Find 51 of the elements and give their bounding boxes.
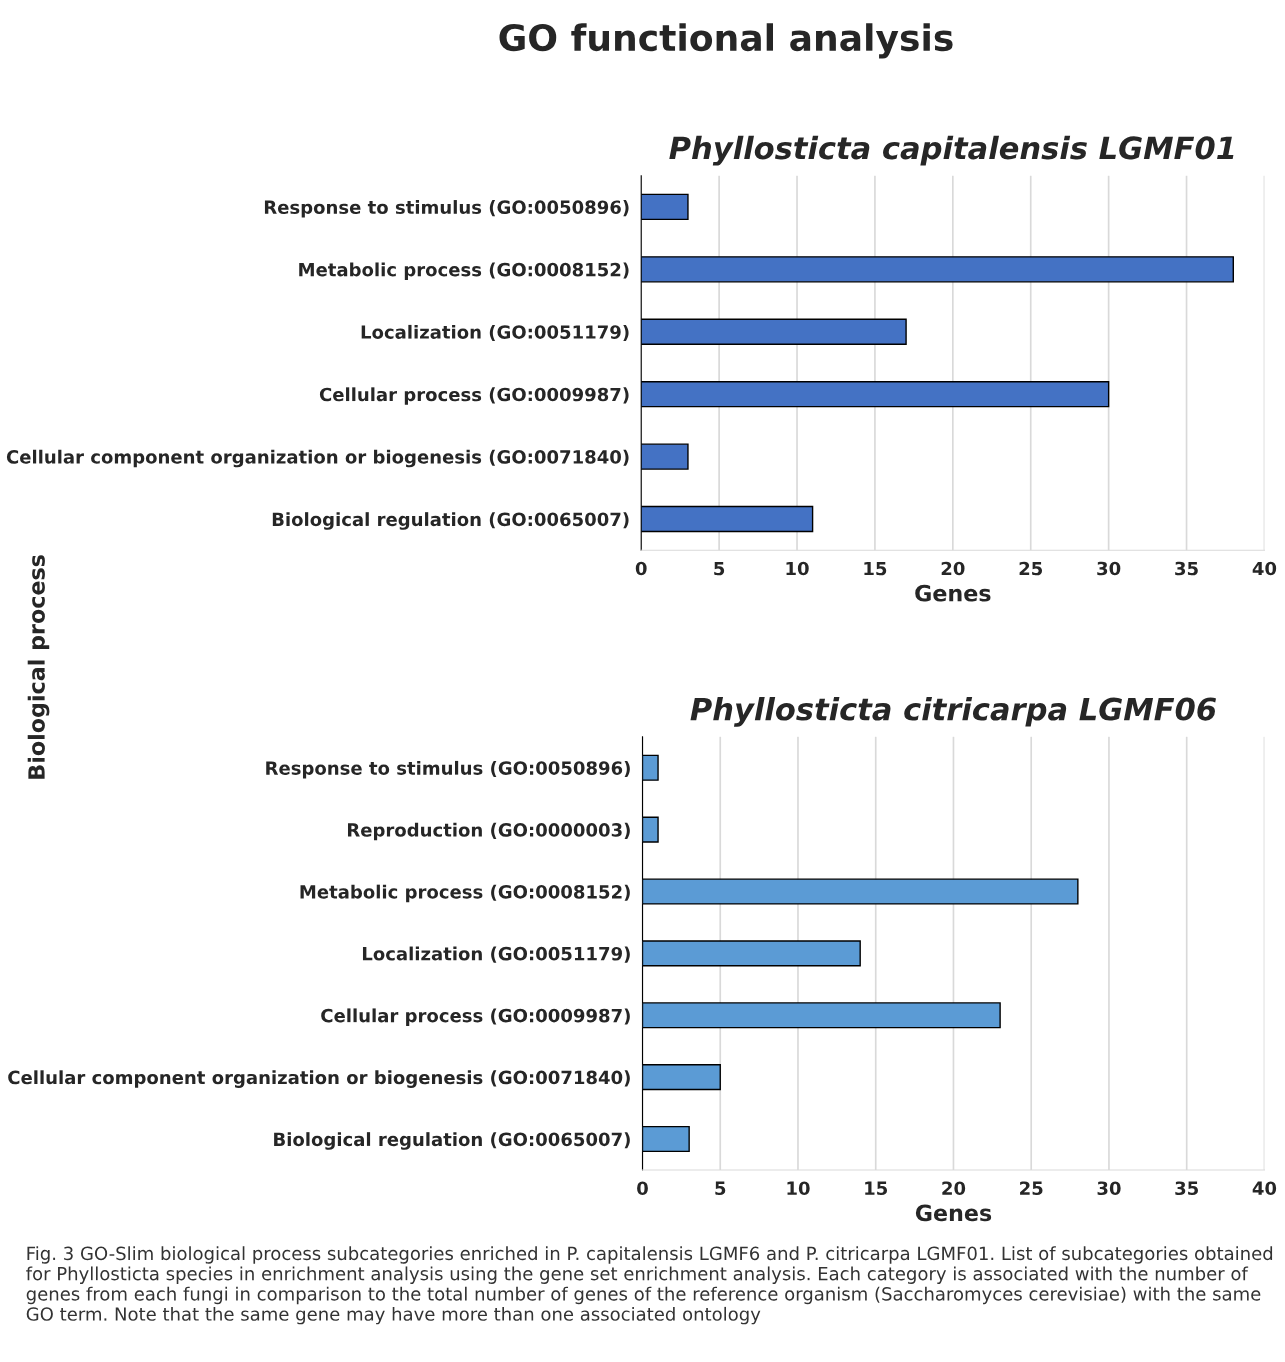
- caption: Fig. 3 GO-Slim biological process subcategories enriched in P. capitalensis LGMF6 and P. citricarpa LGMF01. List of subcategories obtained for Phyllosticta species in enrichment analysis using the gene set enrichment analysis. Each category is associated with the number of genes from each fungi in comparison to the total number of genes of the reference organism (Saccharomyces cerevisiae) with the same GO term. Note that the same gene may have more than one associated ontology: [26, 1246, 1273, 1325]
- y-tick-label: Cellular component organization or biogenesis (GO:0071840): [8, 1070, 630, 1088]
- y-tick-label: Metabolic process (GO:0008152): [299, 262, 629, 280]
- y-tick-label: Metabolic process (GO:0008152): [300, 884, 630, 903]
- x-tick-label: 20: [941, 561, 965, 576]
- y-tick-label: Cellular component organization or biogenesis (GO:0071840): [6, 449, 629, 468]
- x-tick-label: 30: [1097, 561, 1121, 576]
- x-tick-label: 10: [786, 561, 809, 576]
- bar: [641, 193, 689, 221]
- y-tick-label: Localization (GO:0051179): [361, 324, 629, 341]
- chart-title: Phyllosticta citricarpa LGMF06: [690, 696, 1217, 727]
- x-tick-label: 35: [1175, 1181, 1198, 1196]
- bar: [641, 256, 1234, 283]
- y-tick-label: Cellular process (GO:0009987): [321, 1008, 630, 1026]
- x-tick-label: 15: [865, 1181, 888, 1196]
- x-tick-label: 0: [635, 561, 647, 576]
- bar: [641, 443, 689, 470]
- y-tick-label: Biological regulation (GO:0065007): [274, 1132, 630, 1150]
- bar: [642, 1125, 690, 1153]
- x-axis-title: Genes: [915, 1204, 992, 1222]
- bar: [642, 878, 1079, 905]
- x-tick-label: 40: [1252, 561, 1277, 576]
- x-tick-label: 10: [787, 1181, 810, 1196]
- x-axis-title: Genes: [915, 584, 991, 602]
- x-tick-label: 35: [1175, 561, 1198, 576]
- y-tick-label: Biological regulation (GO:0065007): [272, 512, 629, 530]
- x-tick-label: 20: [942, 1181, 966, 1196]
- bar: [642, 1064, 721, 1091]
- y-tick-label: Reproduction (GO:0000003): [347, 822, 630, 841]
- bar: [642, 1002, 1001, 1029]
- x-tick-label: 30: [1097, 1181, 1121, 1196]
- bar: [641, 318, 907, 345]
- text: GO functional analysis: [499, 23, 953, 59]
- bar: [642, 754, 659, 781]
- y-axis-title: Biological process: [27, 555, 50, 779]
- bar: [642, 816, 659, 843]
- bar: [642, 940, 861, 967]
- x-tick-label: 40: [1252, 1181, 1277, 1196]
- x-tick-label: 25: [1019, 561, 1043, 576]
- x-tick-label: 15: [864, 561, 887, 576]
- x-tick-label: 25: [1020, 1181, 1043, 1196]
- bar: [641, 381, 1110, 408]
- y-tick-label: Cellular process (GO:0009987): [319, 387, 629, 405]
- chart-title: Phyllosticta capitalensis LGMF01: [669, 135, 1234, 166]
- x-tick-label: 5: [714, 561, 725, 576]
- x-tick-label: 5: [715, 1181, 726, 1196]
- x-tick-label: 0: [637, 1181, 648, 1196]
- y-tick-label: Response to stimulus (GO:0050896): [266, 760, 630, 779]
- y-tick-label: Response to stimulus (GO:0050896): [264, 200, 629, 218]
- bar: [641, 505, 814, 533]
- y-tick-label: Localization (GO:0051179): [362, 946, 630, 963]
